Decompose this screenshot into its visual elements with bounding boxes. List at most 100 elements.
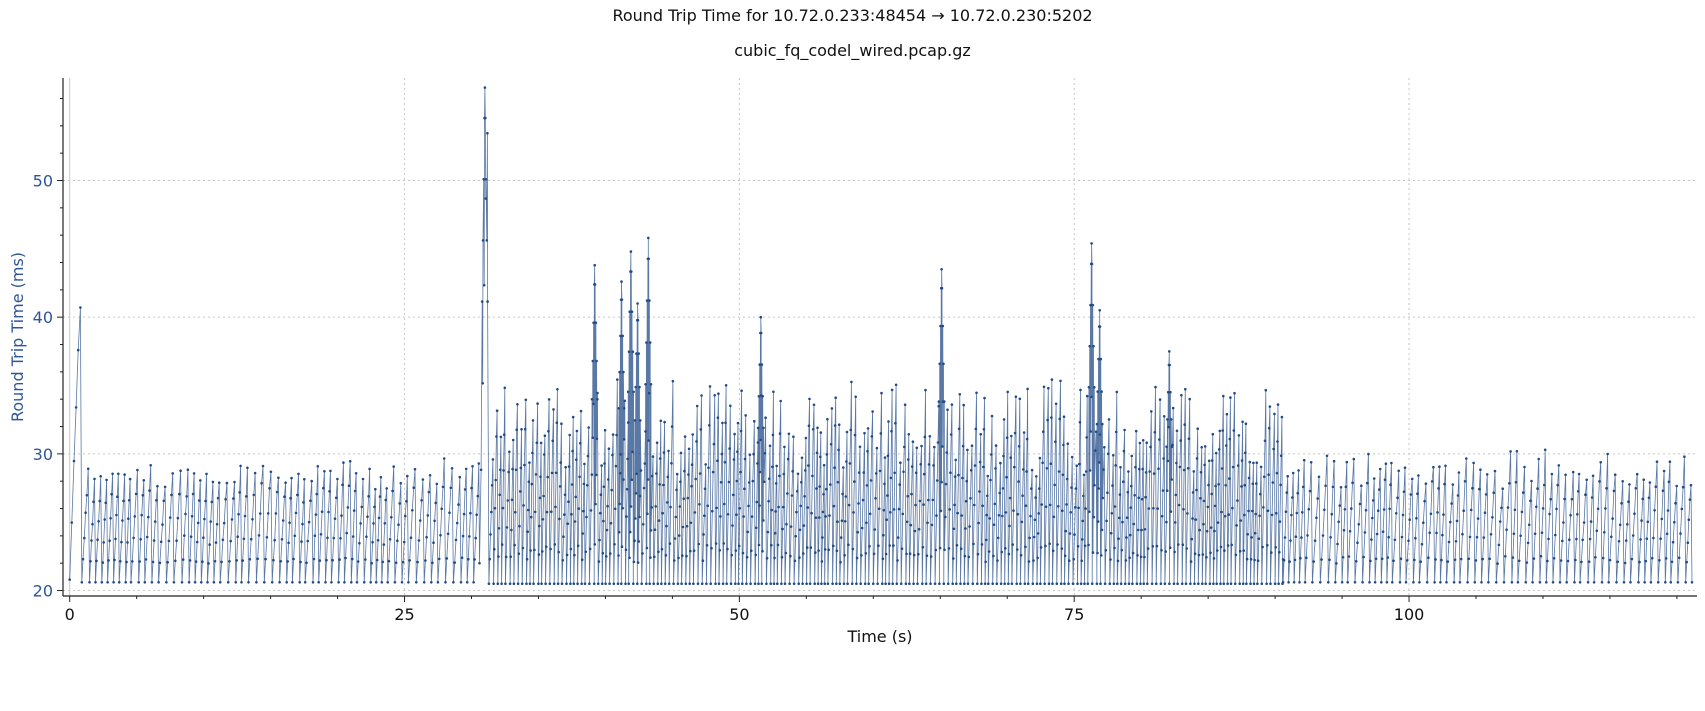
data-point [398,502,402,505]
data-point [1383,478,1387,482]
data-point [307,520,311,524]
data-point [576,544,580,548]
data-point [110,492,113,496]
data-point [1078,421,1082,424]
data-point [647,391,651,395]
data-point [707,466,710,470]
data-point [912,582,915,585]
data-point [1045,467,1049,470]
data-point [593,283,597,286]
data-point [1238,549,1242,553]
data-point [194,560,198,563]
data-point [648,341,652,344]
data-point [1103,582,1107,585]
data-point [1504,555,1507,558]
data-point [1375,532,1379,536]
data-point [1147,507,1151,510]
data-point [1458,581,1462,584]
data-point [777,505,780,509]
data-point [766,530,770,534]
data-point [346,506,350,509]
data-point [244,495,248,498]
data-point [1198,528,1201,532]
data-point [1555,507,1558,511]
data-point [1171,443,1174,447]
data-point [1062,443,1065,447]
data-point [881,582,884,585]
data-point [1594,556,1597,559]
data-point [602,519,605,523]
data-point [1166,390,1170,394]
data-point [1047,386,1050,390]
data-point [551,439,554,443]
data-point [680,582,683,585]
data-point [1247,476,1251,480]
data-point [297,472,300,476]
data-point [474,536,478,540]
data-point [630,270,633,273]
data-point [121,519,124,522]
data-point [1220,510,1223,514]
y-tick-label: 40 [33,308,53,327]
data-point [1621,480,1624,483]
data-point [330,581,333,584]
data-point [1670,560,1674,564]
data-point [125,560,128,564]
data-point [1475,535,1479,539]
data-point [1338,504,1342,507]
data-point [375,558,379,562]
data-point [981,504,984,508]
data-point [1230,543,1233,547]
data-point [1086,582,1090,585]
data-point [142,479,146,482]
data-point [899,582,903,585]
data-point [1195,457,1199,460]
data-point [1684,581,1687,584]
data-point [1249,582,1252,585]
data-point [139,538,142,541]
data-point [1203,463,1206,467]
data-point [1256,582,1259,585]
data-point [937,404,940,408]
data-point [924,582,928,585]
data-point [885,518,888,521]
data-point [695,440,698,443]
data-point [1249,558,1253,561]
data-point [220,560,223,564]
data-point [1607,581,1610,584]
data-point [655,472,658,475]
data-point [1016,548,1019,551]
data-point [1104,549,1108,552]
data-point [95,559,98,563]
data-point [1356,541,1359,544]
data-point [340,514,343,517]
data-point [918,499,922,503]
data-point [485,239,489,242]
data-point [580,582,583,585]
data-point [1056,543,1059,546]
data-point [1506,506,1510,509]
data-point [987,550,991,553]
data-point [221,538,225,542]
data-point [802,524,806,527]
data-point [601,551,605,555]
data-point [594,502,597,506]
data-point [1526,541,1530,545]
data-point [1106,452,1110,456]
data-point [1101,422,1104,426]
data-point [526,530,529,533]
data-point [1389,483,1392,487]
data-point [939,509,943,513]
data-point [1019,553,1023,557]
data-point [1083,544,1087,548]
data-point [1548,512,1551,516]
data-point [906,494,909,498]
data-point [482,178,486,181]
data-point [301,522,304,526]
data-point [1259,465,1263,469]
data-point [806,506,810,509]
data-point [1221,429,1224,432]
data-point [1653,509,1656,512]
data-point [1449,520,1452,524]
data-point [670,425,674,428]
